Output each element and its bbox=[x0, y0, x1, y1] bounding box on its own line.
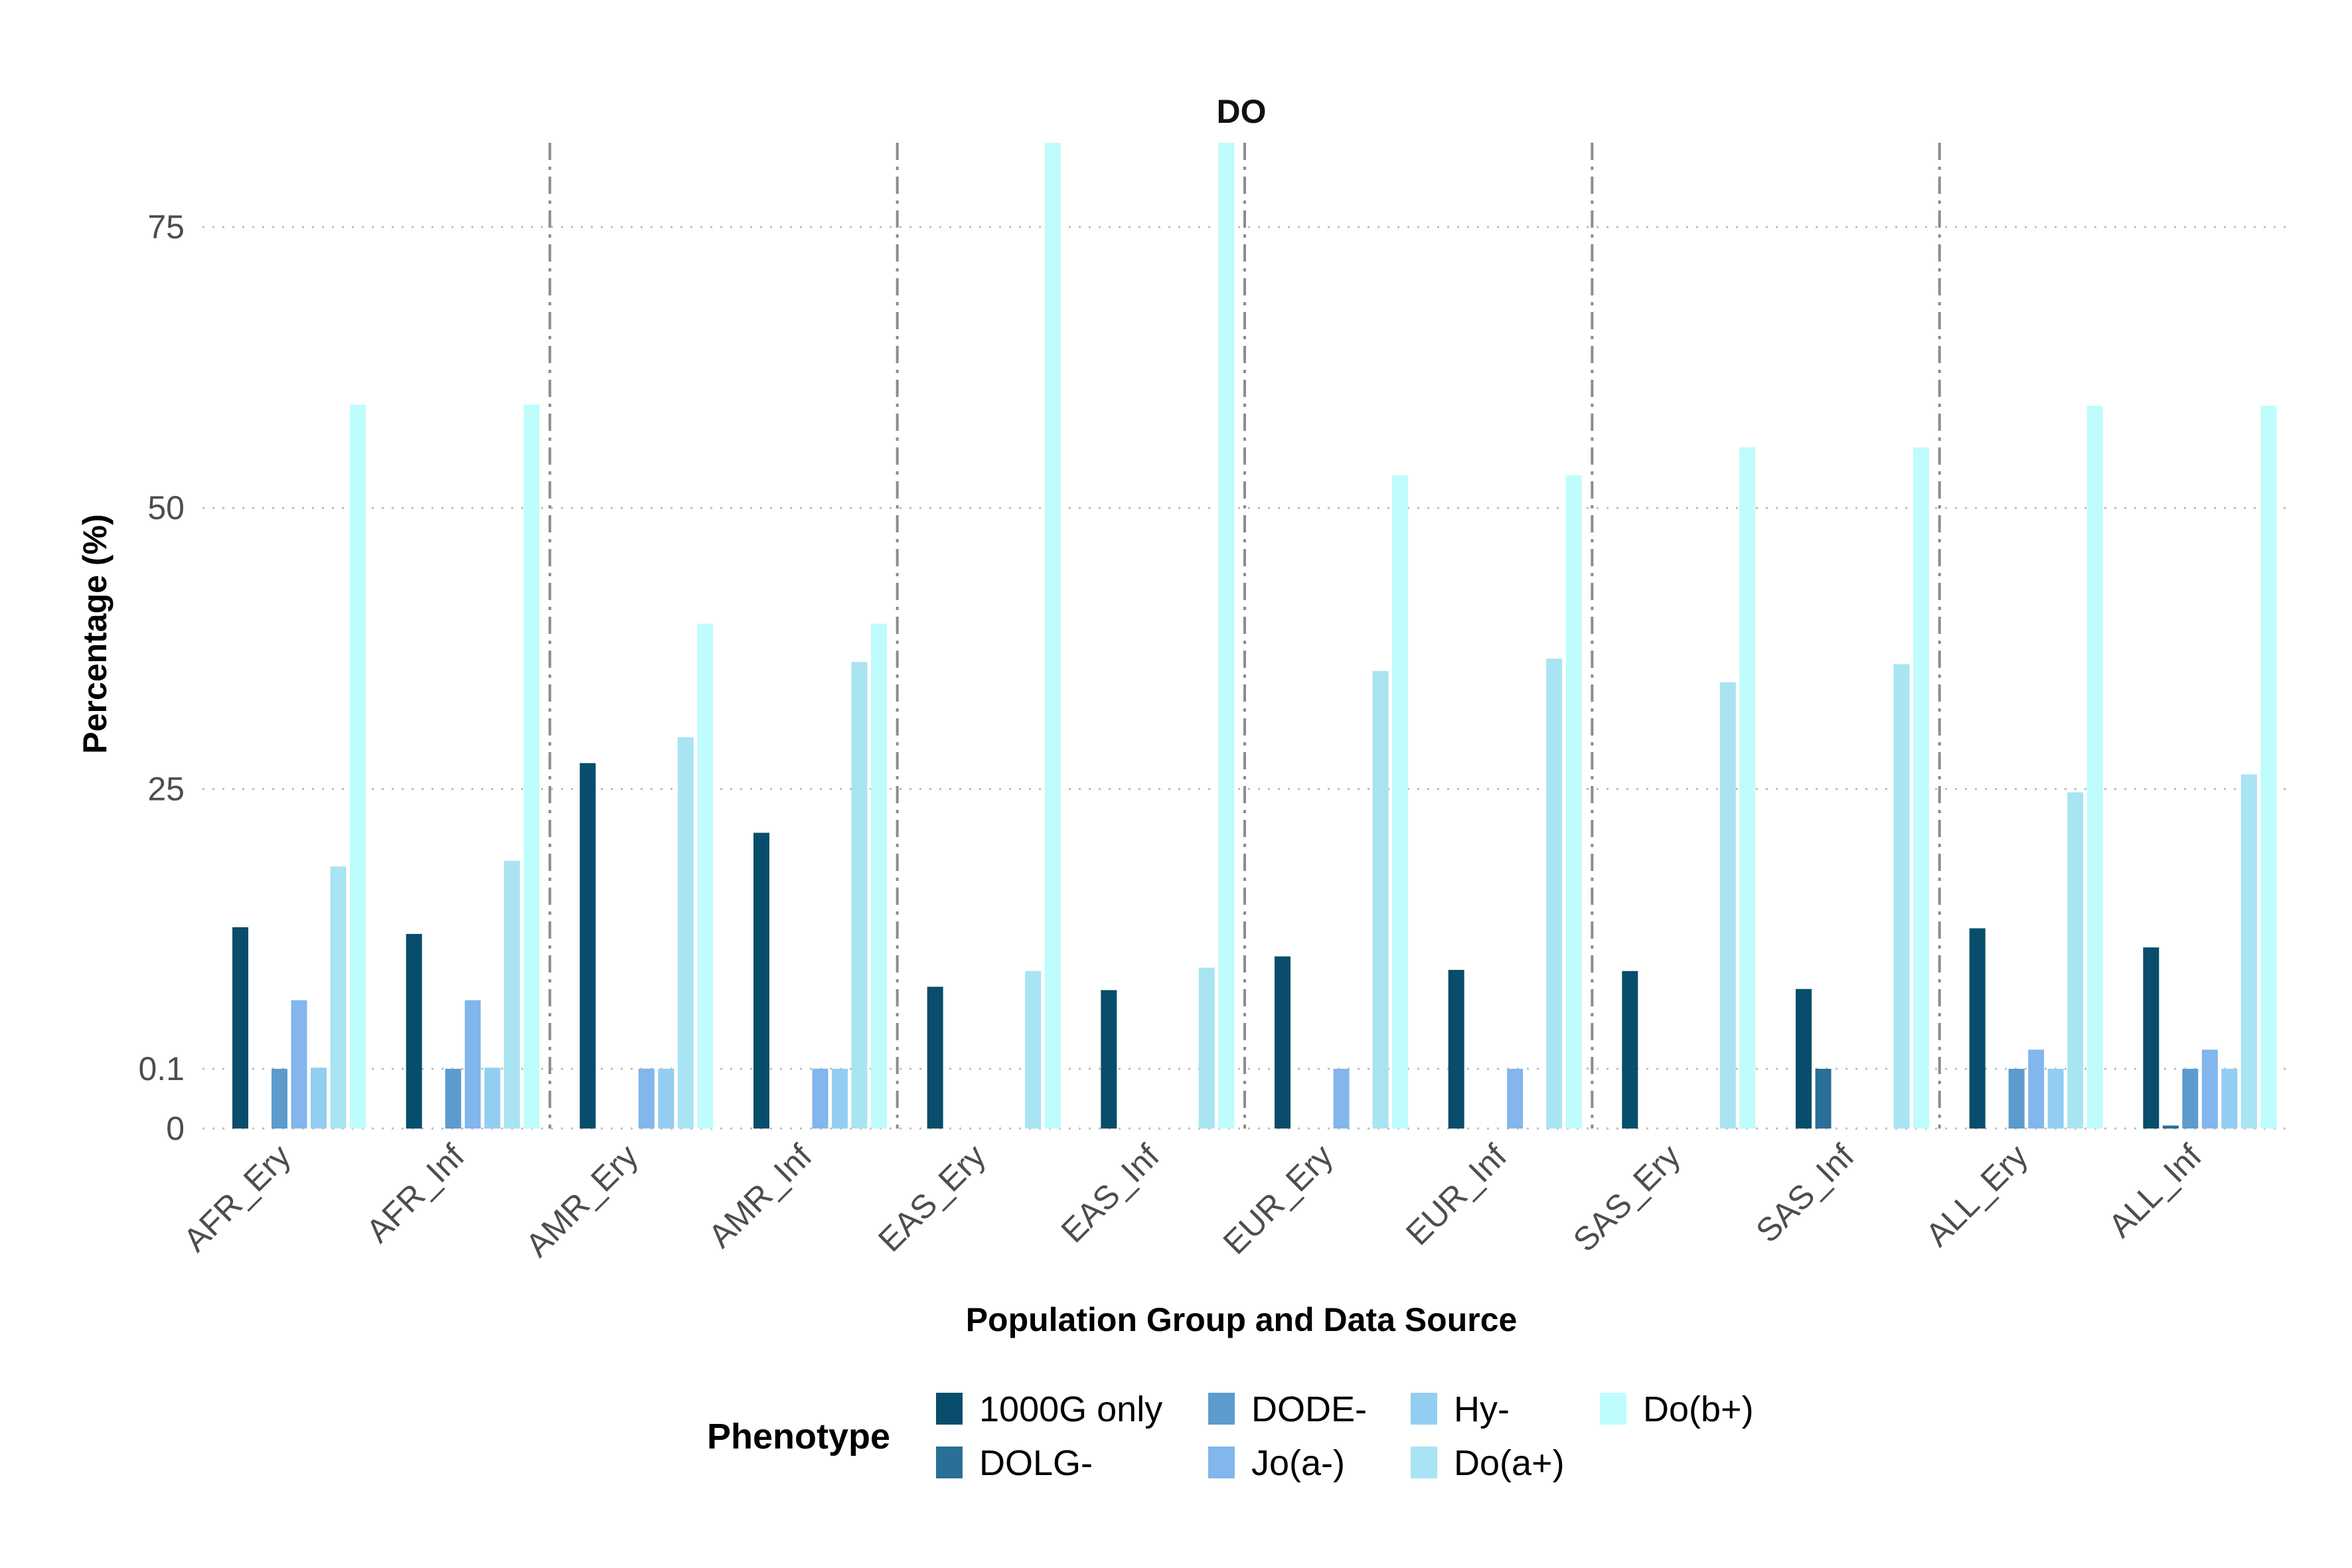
bar-EAS_Ery-1000G only bbox=[927, 986, 943, 1129]
legend-swatch bbox=[1208, 1447, 1235, 1478]
x-tick-label: AFR_Ery bbox=[177, 1137, 298, 1259]
bar-EAS_Inf-1000G only bbox=[1101, 990, 1117, 1129]
y-tick-label: 50 bbox=[147, 489, 185, 526]
x-tick-label: SAS_Inf bbox=[1749, 1137, 1861, 1249]
bar-EUR_Ery-Jo(a-) bbox=[1333, 1069, 1350, 1129]
x-tick-label: EAS_Inf bbox=[1054, 1137, 1166, 1249]
x-tick-label: EUR_Ery bbox=[1216, 1137, 1340, 1261]
x-tick-label: SAS_Ery bbox=[1566, 1137, 1687, 1259]
bar-ALL_Inf-Do(a+) bbox=[2240, 774, 2257, 1129]
y-axis-label: Percentage (%) bbox=[76, 514, 114, 753]
legend: Phenotype 1000G only DOLG- DODE- Jo(a-) Hy- D… bbox=[707, 1389, 1754, 1483]
group-separators bbox=[548, 143, 1941, 1129]
bar-EUR_Ery-1000G only bbox=[1275, 956, 1291, 1129]
bar-AMR_Ery-Do(b+) bbox=[697, 623, 714, 1129]
bar-EUR_Inf-1000G only bbox=[1448, 970, 1464, 1129]
legend-label: DOLG- bbox=[979, 1443, 1093, 1483]
bar-EUR_Inf-Do(a+) bbox=[1546, 659, 1563, 1129]
x-tick-label: AFR_Inf bbox=[359, 1137, 471, 1249]
y-tick-label: 25 bbox=[147, 770, 185, 807]
y-tick-label: 0 bbox=[166, 1110, 185, 1147]
bar-EUR_Ery-Do(a+) bbox=[1372, 670, 1389, 1129]
legend-swatch bbox=[1411, 1393, 1437, 1425]
legend-swatch bbox=[1600, 1393, 1626, 1425]
bar-AFR_Inf-Jo(a-) bbox=[465, 1000, 481, 1129]
bar-AFR_Inf-Do(b+) bbox=[523, 404, 540, 1129]
bar-AFR_Inf-DODE- bbox=[445, 1069, 461, 1129]
bar-AMR_Inf-Do(b+) bbox=[871, 623, 887, 1129]
bar-AMR_Inf-1000G only bbox=[753, 832, 769, 1129]
bar-AMR_Ery-Jo(a-) bbox=[638, 1068, 655, 1129]
bar-ALL_Ery-Do(b+) bbox=[2086, 406, 2103, 1129]
legend-label: Do(a+) bbox=[1454, 1443, 1565, 1483]
bar-AFR_Ery-Do(a+) bbox=[330, 866, 347, 1129]
x-tick-labels: AFR_Ery AFR_Inf AMR_Ery AMR_Inf EAS_Ery EAS_I… bbox=[177, 1137, 2209, 1264]
legend-label: Jo(a-) bbox=[1251, 1443, 1345, 1483]
bar-ALL_Inf-DODE- bbox=[2182, 1069, 2199, 1129]
x-tick-label: EUR_Inf bbox=[1399, 1137, 1514, 1252]
bar-AMR_Inf-Jo(a-) bbox=[812, 1068, 828, 1129]
x-tick-label: AMR_Ery bbox=[518, 1137, 645, 1264]
bars bbox=[232, 143, 2277, 1129]
bar-AFR_Inf-Hy- bbox=[484, 1067, 501, 1129]
bar-SAS_Ery-Do(a+) bbox=[1719, 682, 1736, 1129]
bar-ALL_Inf-Hy- bbox=[2221, 1069, 2238, 1129]
legend-swatch bbox=[1411, 1447, 1437, 1478]
bar-AFR_Ery-DODE- bbox=[272, 1069, 287, 1129]
bar-AMR_Ery-1000G only bbox=[580, 763, 596, 1129]
bar-AFR_Ery-1000G only bbox=[232, 927, 248, 1129]
bar-AFR_Ery-Hy- bbox=[311, 1067, 327, 1129]
x-axis-label: Population Group and Data Source bbox=[966, 1301, 1518, 1338]
bar-SAS_Inf-1000G only bbox=[1796, 988, 1812, 1129]
bar-AFR_Inf-Do(a+) bbox=[504, 860, 520, 1129]
y-tick-labels: 0 0.1 25 50 75 bbox=[138, 208, 185, 1147]
x-tick-label: ALL_Ery bbox=[1919, 1137, 2035, 1253]
x-tick-label: EAS_Ery bbox=[871, 1137, 992, 1259]
bar-ALL_Inf-Do(b+) bbox=[2260, 406, 2277, 1129]
legend-swatch bbox=[1208, 1393, 1235, 1425]
bar-ALL_Ery-Jo(a-) bbox=[2028, 1050, 2045, 1129]
bar-ALL_Inf-DOLG- bbox=[2162, 1125, 2179, 1129]
bar-ALL_Inf-1000G only bbox=[2143, 947, 2159, 1129]
y-tick-label: 75 bbox=[147, 208, 185, 246]
bar-AFR_Inf-1000G only bbox=[406, 933, 422, 1129]
legend-label: DODE- bbox=[1251, 1389, 1367, 1429]
bar-EAS_Inf-Do(a+) bbox=[1198, 967, 1215, 1129]
bar-EAS_Inf-Do(b+) bbox=[1218, 143, 1235, 1129]
bar-AMR_Ery-Hy- bbox=[658, 1069, 674, 1129]
chart-title: DO bbox=[1217, 93, 1267, 130]
bar-ALL_Ery-Do(a+) bbox=[2067, 792, 2084, 1129]
x-tick-label: ALL_Inf bbox=[2101, 1137, 2209, 1245]
bar-ALL_Inf-Jo(a-) bbox=[2201, 1050, 2218, 1129]
legend-label: 1000G only bbox=[979, 1389, 1162, 1429]
bar-EAS_Ery-Do(b+) bbox=[1044, 143, 1061, 1129]
legend-label: Hy- bbox=[1454, 1389, 1510, 1429]
bar-AFR_Ery-Jo(a-) bbox=[291, 1000, 307, 1129]
legend-swatch bbox=[936, 1393, 963, 1425]
bar-ALL_Ery-DODE- bbox=[2008, 1069, 2025, 1129]
bar-ALL_Ery-Hy- bbox=[2047, 1069, 2064, 1129]
bar-SAS_Inf-Do(a+) bbox=[1893, 664, 1910, 1129]
bar-AFR_Ery-Do(b+) bbox=[350, 404, 366, 1129]
bar-AMR_Inf-Do(a+) bbox=[851, 662, 868, 1129]
bar-AMR_Inf-Hy- bbox=[832, 1069, 848, 1129]
bar-AMR_Ery-Do(a+) bbox=[677, 737, 694, 1129]
bar-EUR_Inf-Do(b+) bbox=[1565, 475, 1582, 1129]
bar-SAS_Inf-DOLG- bbox=[1815, 1069, 1832, 1129]
legend-title: Phenotype bbox=[707, 1417, 890, 1456]
bar-EAS_Ery-Do(a+) bbox=[1025, 971, 1042, 1129]
bar-EUR_Ery-Do(b+) bbox=[1392, 475, 1408, 1129]
bar-SAS_Ery-Do(b+) bbox=[1739, 447, 1756, 1129]
y-tick-label: 0.1 bbox=[138, 1050, 185, 1087]
bar-SAS_Inf-Do(b+) bbox=[1913, 447, 1929, 1129]
bar-ALL_Ery-1000G only bbox=[1969, 928, 1986, 1129]
x-tick-label: AMR_Inf bbox=[701, 1137, 819, 1255]
legend-label: Do(b+) bbox=[1643, 1389, 1754, 1429]
bar-SAS_Ery-1000G only bbox=[1622, 971, 1638, 1129]
bar-EUR_Inf-Jo(a-) bbox=[1507, 1069, 1524, 1129]
legend-swatch bbox=[936, 1447, 963, 1478]
